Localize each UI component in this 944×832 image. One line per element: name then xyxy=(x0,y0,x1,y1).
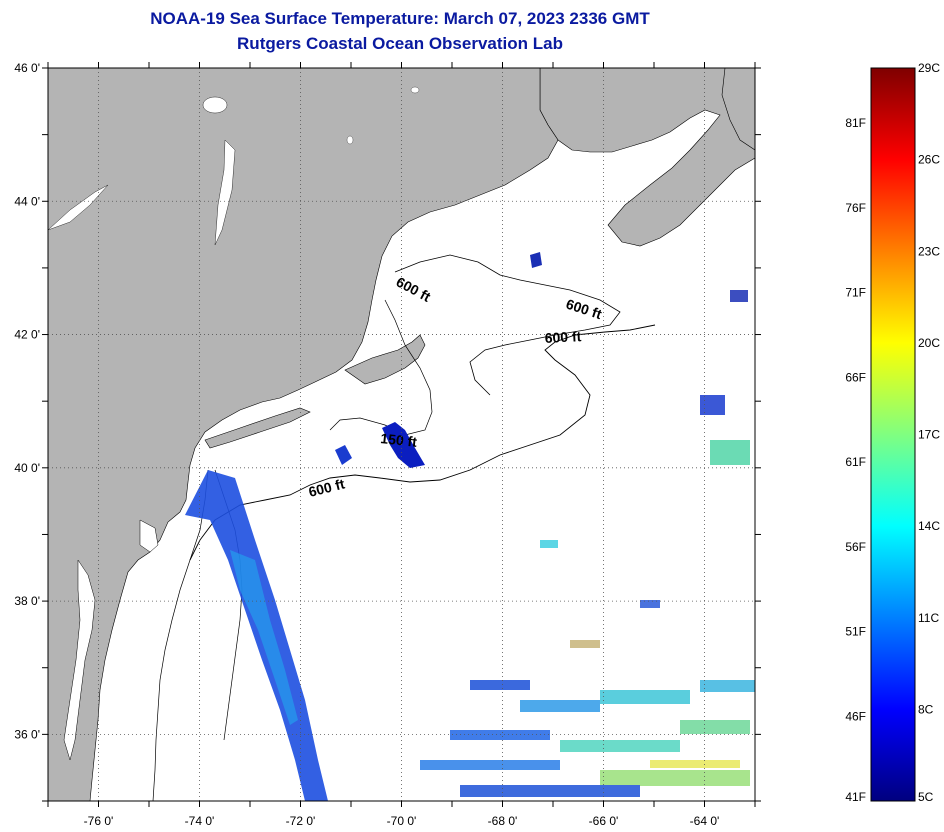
sst-swath-warm xyxy=(230,550,298,725)
colorbar-labels: 29C 26C 23C 20C 17C 14C 11C 8C 5C 81F 76F 71F 66F 61F… xyxy=(845,61,940,804)
colorbar-fahrenheit-label: 66F xyxy=(845,370,866,384)
y-tick-label: 36 0' xyxy=(14,727,40,741)
colorbar-celsius-label: 8C xyxy=(918,702,934,716)
x-tick-label: -66 0' xyxy=(589,814,619,828)
sst-patch xyxy=(335,445,352,465)
x-tick-label: -76 0' xyxy=(84,814,114,828)
colorbar-fahrenheit-label: 51F xyxy=(845,625,866,639)
colorbar-celsius-label: 14C xyxy=(918,519,940,533)
colorbar-celsius-label: 23C xyxy=(918,244,940,258)
contour-inner-gulf xyxy=(329,299,433,436)
sst-scatter-south xyxy=(420,290,755,797)
map-frame xyxy=(47,67,756,802)
lake-ontario xyxy=(48,184,109,231)
land-newfoundland xyxy=(721,68,755,151)
colorbar-celsius-label: 26C xyxy=(918,153,940,167)
colorbar-celsius-label: 5C xyxy=(918,790,934,804)
y-tick-label: 46 0' xyxy=(14,61,40,75)
delaware-bay xyxy=(139,519,159,553)
contour-150ft xyxy=(152,469,209,801)
colorbar-fahrenheit-label: 71F xyxy=(845,286,866,300)
contour-600ft-gulf xyxy=(394,254,621,396)
sst-patch-gulf xyxy=(530,252,542,268)
colorbar xyxy=(870,67,916,802)
y-tick-label: 40 0' xyxy=(14,461,40,475)
land-long-island xyxy=(204,407,311,449)
y-tick-label: 42 0' xyxy=(14,328,40,342)
colorbar-fahrenheit-label: 76F xyxy=(845,201,866,215)
colorbar-fahrenheit-label: 81F xyxy=(845,116,866,130)
land-canada xyxy=(539,68,755,247)
x-tick-label: -72 0' xyxy=(286,814,316,828)
x-tick-label: -70 0' xyxy=(387,814,417,828)
contour-600ft xyxy=(189,324,656,561)
x-tick-label: -68 0' xyxy=(488,814,518,828)
land-united-states xyxy=(48,68,559,801)
colorbar-celsius-label: 20C xyxy=(918,336,940,350)
land-cape-cod xyxy=(344,334,426,385)
contour-label: 150 ft xyxy=(380,430,418,450)
lake-champlain xyxy=(214,139,236,246)
map-subtitle: Rutgers Coastal Ocean Observation Lab xyxy=(237,34,563,53)
contour-label: 600 ft xyxy=(544,328,582,346)
x-tick-label: -74 0' xyxy=(185,814,215,828)
sst-patch-georges xyxy=(382,422,425,468)
colorbar-fahrenheit-label: 61F xyxy=(845,455,866,469)
map-tick-labels: -76 0' -74 0' -72 0' -70 0' -68 0' -66 0' -64 … xyxy=(14,61,761,828)
chesapeake-bay xyxy=(63,559,96,761)
map-title: NOAA-19 Sea Surface Temperature: March 0… xyxy=(150,9,650,28)
y-tick-label: 44 0' xyxy=(14,194,40,208)
colorbar-celsius-label: 11C xyxy=(918,611,939,625)
colorbar-fahrenheit-label: 46F xyxy=(845,709,866,723)
colorbar-celsius-label: 17C xyxy=(918,428,940,442)
lake xyxy=(202,96,228,114)
lake xyxy=(346,135,354,145)
colorbar-fahrenheit-label: 56F xyxy=(845,540,866,554)
colorbar-fahrenheit-label: 41F xyxy=(845,790,866,804)
y-tick-label: 38 0' xyxy=(14,594,40,608)
colorbar-celsius-label: 29C xyxy=(918,61,940,75)
lake xyxy=(410,86,420,94)
x-tick-label: -64 0' xyxy=(690,814,720,828)
